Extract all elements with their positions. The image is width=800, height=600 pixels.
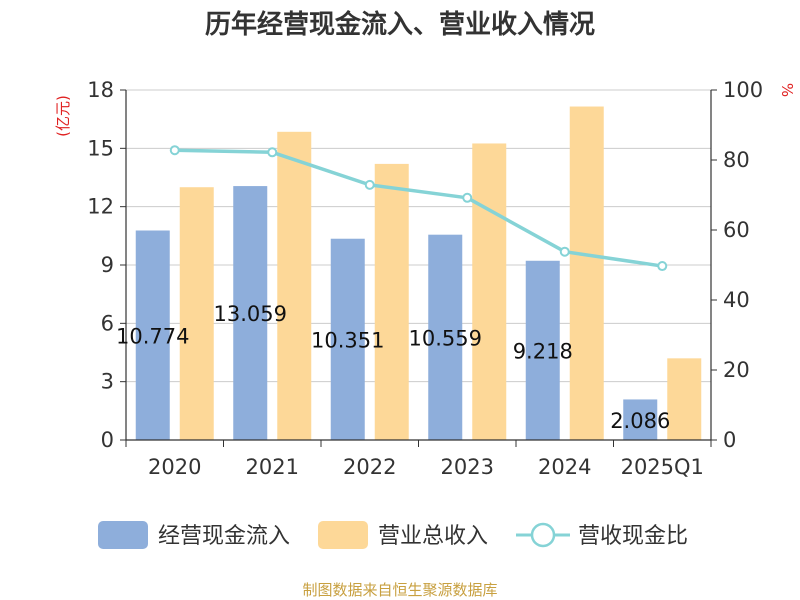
line-营收现金比 xyxy=(174,148,663,268)
right-axis-tick-label: 40 xyxy=(723,288,750,312)
axes-layer: 0 3 6 9 12 15 18 0 20 40 60 80 100 2020 2021 2022 2023 20… xyxy=(87,78,763,479)
line-point-2024 xyxy=(559,246,570,257)
legend-item-经营现金流入: 经营现金流入 xyxy=(98,521,290,549)
x-axis-tick-label: 2022 xyxy=(343,455,396,479)
line-point-2020 xyxy=(169,145,180,156)
line-layer xyxy=(169,145,668,272)
legend-swatch-marker xyxy=(530,522,556,548)
legend-swatch xyxy=(318,521,368,549)
data-labels-layer: 10.774 13.059 10.351 10.559 9.218 2.086 xyxy=(116,302,670,433)
bar-data-label: 2.086 xyxy=(610,409,670,433)
bar-营业总收入-2024 xyxy=(569,106,604,441)
left-axis-tick-label: 9 xyxy=(101,253,114,277)
source-note: 制图数据来自恒生聚源数据库 xyxy=(302,581,497,599)
bar-营业总收入-2025Q1 xyxy=(667,358,702,440)
bar-经营现金流入-2020 xyxy=(135,230,170,440)
bars-layer xyxy=(135,106,702,441)
x-axis-tick-label: 2024 xyxy=(538,455,591,479)
line-point-2021 xyxy=(267,147,278,158)
right-axis-unit: % xyxy=(778,83,796,97)
bar-营业总收入-2021 xyxy=(277,131,312,441)
bar-经营现金流入-2021 xyxy=(233,186,268,440)
left-axis-tick-label: 3 xyxy=(101,370,114,394)
right-axis-tick-label: 100 xyxy=(723,78,763,102)
bar-经营现金流入-2023 xyxy=(428,234,463,440)
left-axis-tick-label: 15 xyxy=(87,136,114,160)
line-point-2022 xyxy=(364,179,375,190)
left-axis-tick-label: 0 xyxy=(101,428,114,452)
x-axis-tick-label: 2020 xyxy=(148,455,201,479)
x-axis-tick-label: 2025Q1 xyxy=(621,455,704,479)
line-point-2023 xyxy=(462,192,473,203)
bar-经营现金流入-2022 xyxy=(330,238,365,440)
right-axis-tick-label: 80 xyxy=(723,148,750,172)
legend-label: 营收现金比 xyxy=(578,524,688,549)
x-axis-tick-label: 2023 xyxy=(441,455,494,479)
bar-经营现金流入-2024 xyxy=(525,260,560,440)
right-axis-tick-label: 20 xyxy=(723,358,750,382)
bar-营业总收入-2020 xyxy=(179,187,214,440)
right-axis-tick-label: 60 xyxy=(723,218,750,242)
left-axis-tick-label: 6 xyxy=(101,311,114,335)
left-axis-tick-label: 12 xyxy=(87,195,114,219)
x-axis-tick-label: 2021 xyxy=(246,455,299,479)
line-point-2025Q1 xyxy=(657,261,668,272)
grid-lines xyxy=(126,89,711,383)
bar-data-label: 10.351 xyxy=(311,328,384,352)
legend: 经营现金流入 营业总收入 营收现金比 xyxy=(98,521,688,549)
bar-data-label: 10.774 xyxy=(116,324,189,348)
legend-item-营业总收入: 营业总收入 xyxy=(318,521,488,549)
bar-经营现金流入-2025Q1 xyxy=(623,399,658,440)
left-axis-unit: (亿元) xyxy=(54,95,72,137)
legend-label: 经营现金流入 xyxy=(158,524,290,549)
bar-data-label: 13.059 xyxy=(214,302,287,326)
bar-data-label: 10.559 xyxy=(409,326,482,350)
bar-data-label: 9.218 xyxy=(513,339,573,363)
chart-title: 历年经营现金流入、营业收入情况 xyxy=(205,9,595,40)
legend-item-营收现金比: 营收现金比 xyxy=(516,522,688,549)
left-axis-tick-label: 18 xyxy=(87,78,114,102)
legend-swatch xyxy=(98,521,148,549)
legend-label: 营业总收入 xyxy=(378,524,488,549)
right-axis-tick-label: 0 xyxy=(723,428,736,452)
bar-营业总收入-2023 xyxy=(472,143,507,440)
bar-营业总收入-2022 xyxy=(374,163,409,440)
